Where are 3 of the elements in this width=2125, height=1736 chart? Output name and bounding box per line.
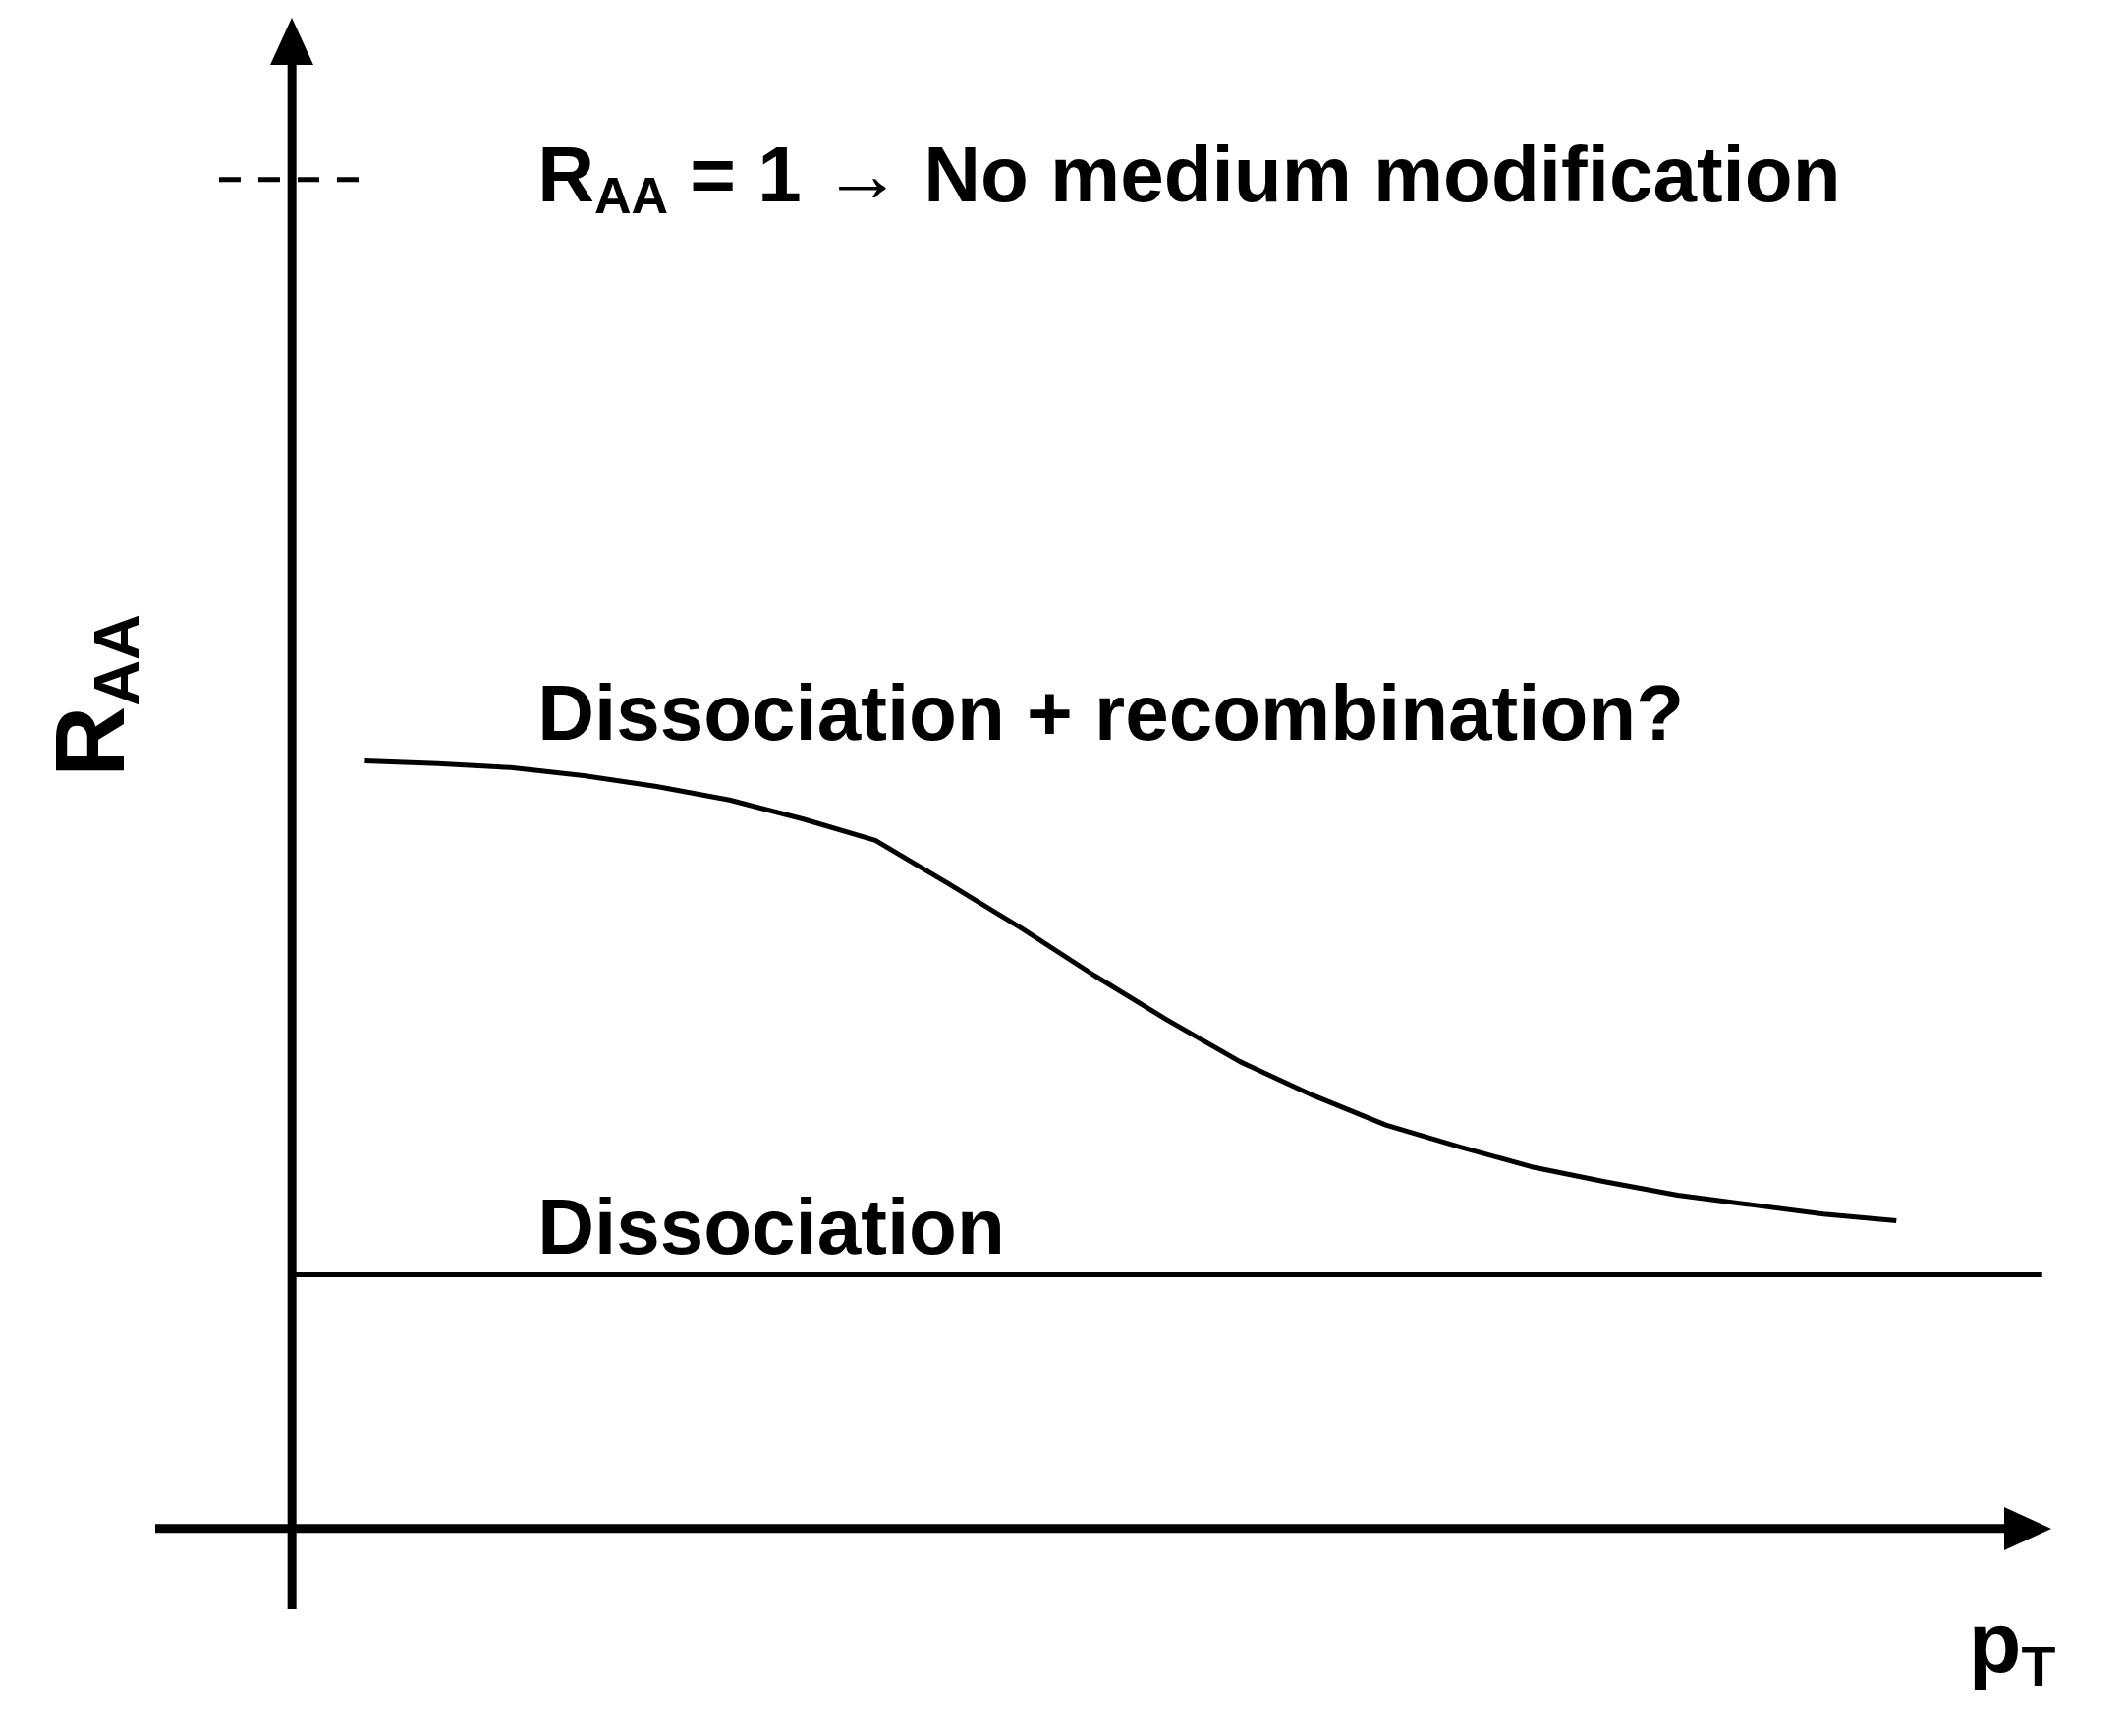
- annotation: Dissociation + recombination?: [537, 668, 1685, 756]
- annotation: Dissociation: [537, 1182, 1005, 1270]
- y-axis-title: RAA: [33, 613, 152, 778]
